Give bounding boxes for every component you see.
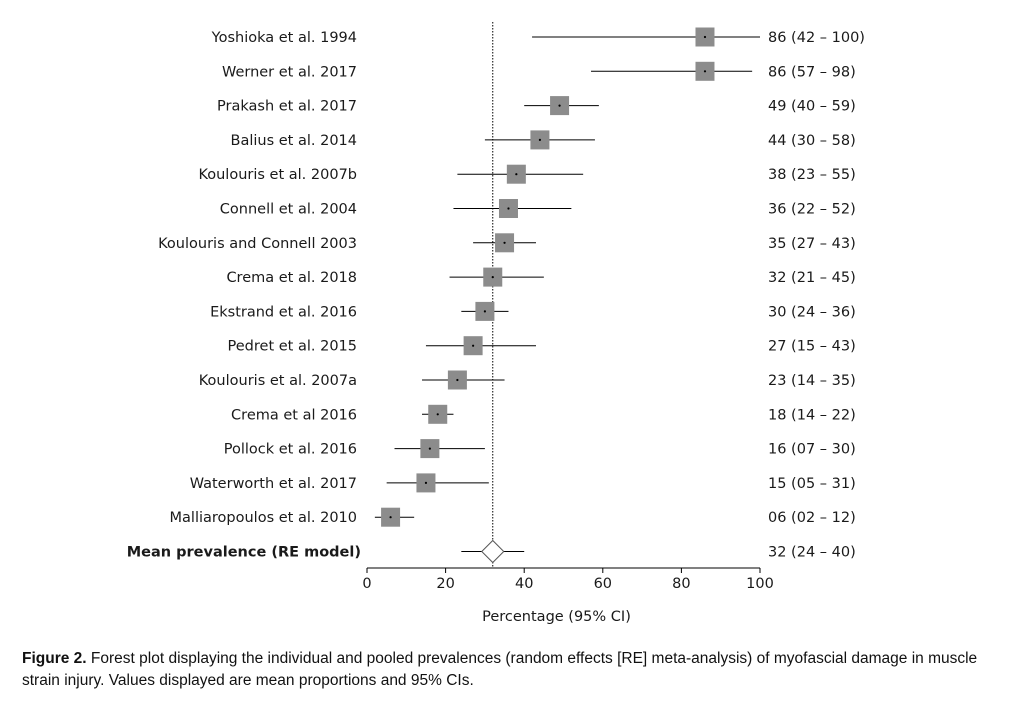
caption-text: Forest plot displaying the individual an… (22, 650, 978, 689)
estimate-dot (558, 104, 561, 107)
ci-value-label: 32 (21 – 45) (768, 270, 856, 286)
study-row: Werner et al. 2017 86 (57 – 98) (222, 61, 856, 81)
x-axis-label: Percentage (95% CI) (482, 609, 631, 625)
x-tick-label: 0 (362, 576, 371, 592)
study-label: Malliaropoulos et al. 2010 (170, 510, 357, 526)
study-label: Waterworth et al. 2017 (190, 476, 357, 492)
estimate-dot (428, 447, 431, 450)
estimate-dot (703, 35, 707, 39)
study-label: Koulouris and Connell 2003 (158, 236, 357, 252)
estimate-dot (503, 241, 506, 244)
estimate-dot (436, 413, 439, 416)
estimate-dot (703, 70, 707, 73)
study-row: Koulouris et al. 2007a 23 (14 – 35) (199, 370, 856, 390)
pooled-diamond (481, 539, 505, 564)
x-tick-label: 100 (746, 576, 774, 592)
study-label: Balius et al. 2014 (231, 133, 358, 149)
ci-value-label: 16 (07 – 30) (768, 442, 856, 458)
x-tick-label: 20 (436, 576, 454, 592)
ci-value-label: 35 (27 – 43) (768, 236, 856, 252)
ci-value-label: 86 (42 – 100) (768, 30, 865, 46)
ci-value-label: 15 (05 – 31) (768, 476, 856, 492)
study-row: Koulouris et al. 2007b 38 (23 – 55) (198, 164, 856, 184)
study-row: Connell et al. 2004 36 (22 – 52) (220, 199, 856, 218)
ci-value-label: 27 (15 – 43) (768, 339, 856, 355)
estimate-dot (424, 481, 428, 484)
estimate-dot (515, 173, 518, 176)
study-label: Connell et al. 2004 (220, 202, 357, 218)
ci-value-label: 18 (14 – 22) (768, 407, 856, 423)
pooled-ci-value-label: 32 (24 – 40) (768, 545, 856, 561)
x-tick-label: 60 (594, 576, 612, 592)
estimate-dot (507, 207, 510, 210)
ci-value-label: 23 (14 – 35) (768, 373, 856, 389)
study-row: Crema et al. 2018 32 (21 – 45) (226, 267, 856, 287)
study-row: Pollock et al. 2016 16 (07 – 30) (224, 439, 856, 459)
ci-value-label: 86 (57 – 98) (768, 64, 856, 80)
study-row: Pedret et al. 2015 27 (15 – 43) (228, 336, 856, 356)
estimate-dot (483, 310, 486, 313)
forest-plot-svg: Yoshioka et al. 1994 86 (42 – 100) Werner … (127, 22, 865, 625)
study-label: Koulouris et al. 2007b (198, 167, 357, 183)
study-label: Crema et al. 2018 (226, 270, 357, 286)
x-tick-label: 80 (672, 576, 690, 592)
estimate-dot (472, 344, 475, 347)
study-row: Ekstrand et al. 2016 30 (24 – 36) (210, 301, 856, 321)
pooled-label: Mean prevalence (RE model) (127, 545, 361, 561)
estimate-dot (491, 276, 494, 279)
ci-value-label: 49 (40 – 59) (768, 99, 856, 115)
ci-value-label: 36 (22 – 52) (768, 202, 856, 218)
study-label: Werner et al. 2017 (222, 64, 357, 80)
study-label: Ekstrand et al. 2016 (210, 304, 357, 320)
study-row: Waterworth et al. 2017 15 (05 – 31) (190, 473, 856, 493)
study-row: Balius et al. 2014 44 (30 – 58) (231, 130, 856, 150)
study-row: Prakash et al. 2017 49 (40 – 59) (217, 96, 856, 116)
x-axis: 0 20 40 60 80 100 Percentage (95% CI) (362, 567, 774, 625)
ci-value-label: 44 (30 – 58) (768, 133, 856, 149)
estimate-dot (389, 516, 392, 519)
pooled-row: Mean prevalence (RE model) 32 (24 – 40) (127, 539, 856, 564)
study-row: Yoshioka et al. 1994 86 (42 – 100) (211, 27, 865, 47)
figure-label: Figure 2. (22, 650, 87, 667)
study-label: Pollock et al. 2016 (224, 442, 357, 458)
study-row: Malliaropoulos et al. 2010 06 (02 – 12) (170, 507, 856, 527)
study-label: Koulouris et al. 2007a (199, 373, 357, 389)
ci-value-label: 30 (24 – 36) (768, 304, 856, 320)
ci-value-label: 06 (02 – 12) (768, 510, 856, 526)
x-tick-label: 40 (515, 576, 533, 592)
ci-value-label: 38 (23 – 55) (768, 167, 856, 183)
estimate-dot (456, 378, 459, 382)
study-label: Pedret et al. 2015 (228, 339, 357, 355)
figure-caption: Figure 2. Forest plot displaying the ind… (22, 648, 1012, 692)
study-label: Yoshioka et al. 1994 (211, 30, 357, 46)
estimate-dot (538, 138, 542, 141)
study-label: Crema et al 2016 (231, 407, 357, 423)
forest-plot: Yoshioka et al. 1994 86 (42 – 100) Werner … (127, 22, 865, 625)
study-label: Prakash et al. 2017 (217, 99, 357, 115)
study-row: Koulouris and Connell 2003 35 (27 – 43) (158, 233, 856, 253)
study-row: Crema et al 2016 18 (14 – 22) (231, 404, 856, 424)
